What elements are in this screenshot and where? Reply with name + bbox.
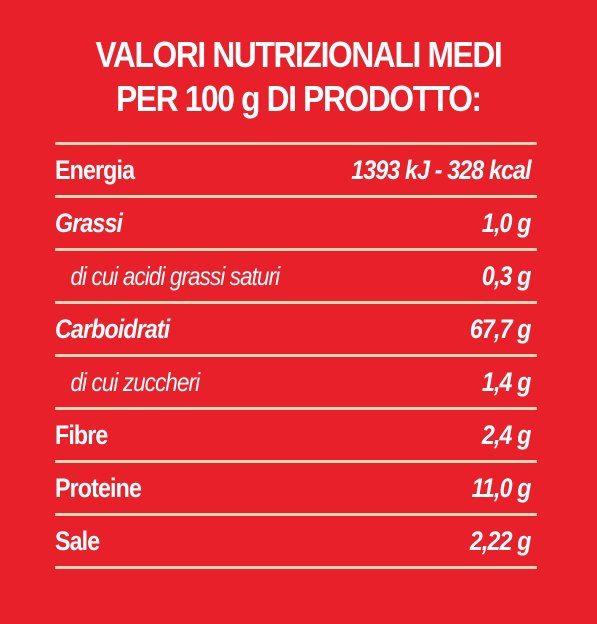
row-label: Grassi bbox=[55, 208, 123, 238]
table-row-saturi: di cui acidi grassi saturi 0,3 g bbox=[55, 251, 537, 304]
table-top-rule bbox=[55, 142, 537, 145]
row-value: 1,0 g bbox=[482, 208, 531, 238]
table-row-proteine: Proteine 11,0 g bbox=[55, 463, 537, 516]
row-value: 0,3 g bbox=[482, 261, 531, 291]
table-row-sale: Sale 2,22 g bbox=[55, 516, 537, 569]
row-label: Proteine bbox=[55, 473, 142, 503]
row-label: Energia bbox=[55, 155, 135, 185]
row-label: Carboidrati bbox=[55, 314, 170, 344]
nutrition-table: Energia 1393 kJ - 328 kcal Grassi 1,0 g … bbox=[55, 142, 537, 569]
table-row-grassi: Grassi 1,0 g bbox=[55, 198, 537, 251]
row-value: 1,4 g bbox=[482, 367, 531, 397]
row-value: 11,0 g bbox=[472, 473, 532, 503]
row-label: Sale bbox=[55, 526, 100, 556]
title-line-2: PER 100 g DI PRODOTTO: bbox=[116, 78, 482, 119]
table-row-fibre: Fibre 2,4 g bbox=[55, 410, 537, 463]
row-value: 1393 kJ - 328 kcal bbox=[351, 155, 532, 185]
row-value: 2,22 g bbox=[470, 526, 532, 556]
row-label: di cui acidi grassi saturi bbox=[70, 261, 280, 291]
row-value: 67,7 g bbox=[470, 314, 532, 344]
row-label: di cui zuccheri bbox=[70, 367, 200, 397]
nutrition-title: VALORI NUTRIZIONALI MEDI PER 100 g DI PR… bbox=[36, 33, 561, 121]
row-value: 2,4 g bbox=[482, 420, 531, 450]
table-row-carboidrati: Carboidrati 67,7 g bbox=[55, 304, 537, 357]
title-line-1: VALORI NUTRIZIONALI MEDI bbox=[95, 34, 502, 75]
table-row-energia: Energia 1393 kJ - 328 kcal bbox=[55, 145, 537, 198]
table-row-zuccheri: di cui zuccheri 1,4 g bbox=[55, 357, 537, 410]
row-label: Fibre bbox=[55, 420, 108, 450]
